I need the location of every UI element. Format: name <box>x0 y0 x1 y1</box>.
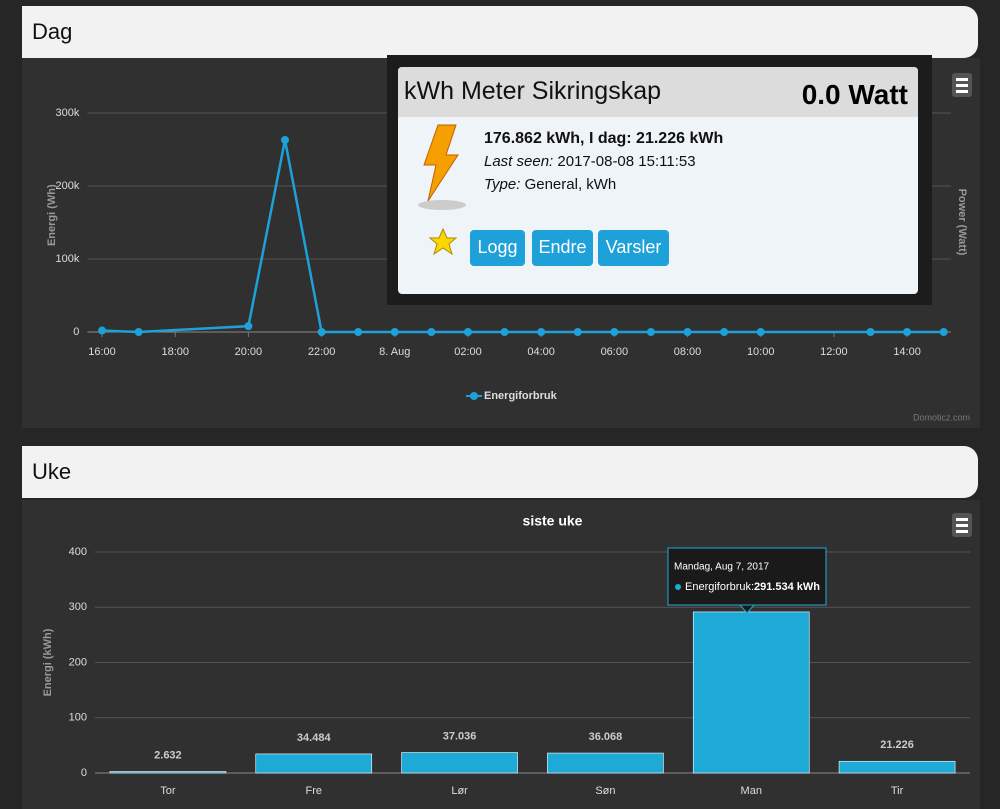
notify-button[interactable]: Varsler <box>598 230 669 266</box>
tooltip: Mandag, Aug 7, 2017 Energiforbruk: 291.5… <box>667 547 827 614</box>
y-tick-label: 400 <box>69 546 87 558</box>
y-tick-label: 200 <box>69 656 87 668</box>
point <box>683 328 692 336</box>
device-name: kWh Meter Sikringskap <box>404 77 662 105</box>
device-popup: kWh Meter Sikringskap 0.0 Watt 176.862 k… <box>398 67 918 294</box>
last-seen-label: Last seen: <box>484 153 554 170</box>
last-seen: Last seen: 2017-08-08 15:11:53 <box>484 150 723 173</box>
point <box>903 328 912 336</box>
bar <box>692 611 810 774</box>
x-tick-label: 04:00 <box>527 346 555 358</box>
x-tick-label: 14:00 <box>893 346 921 358</box>
x-tick-label: 22:00 <box>308 346 336 358</box>
log-button[interactable]: Logg <box>470 230 525 266</box>
section-header: Dag <box>22 6 978 58</box>
bar-value-label: 2.632 <box>154 749 182 761</box>
point <box>244 322 253 331</box>
x-tick-label: Fre <box>306 785 323 797</box>
point <box>354 328 363 336</box>
y-tick-label: 300 <box>69 601 87 613</box>
x-tick-label: 06:00 <box>601 346 629 358</box>
device-info: 176.862 kWh, I dag: 21.226 kWh Last seen… <box>484 127 723 196</box>
chart-title: siste uke <box>523 513 583 529</box>
x-tick-label: 08:00 <box>674 346 702 358</box>
point <box>134 328 143 336</box>
bar-value-label: 37.036 <box>443 730 477 742</box>
y-axis-label: Energi (kWh) <box>42 628 54 696</box>
y-tick-label: 200k <box>56 180 80 192</box>
point <box>390 328 399 336</box>
type-label: Type: <box>484 176 521 193</box>
point <box>500 328 509 336</box>
y-tick-label: 0 <box>81 767 87 779</box>
point <box>756 328 765 336</box>
point <box>720 328 729 336</box>
bar-chart: 0 100 200 300 400 Energi (kWh) siste uke 2.632 T… <box>42 513 970 797</box>
x-tick-label: 8. Aug <box>379 346 410 358</box>
edit-button[interactable]: Endre <box>532 230 593 266</box>
point <box>463 328 472 336</box>
y-tick-label: 100k <box>56 253 80 265</box>
tooltip-value: 291.534 kWh <box>754 581 820 593</box>
bar <box>109 771 227 774</box>
x-tick-label: 16:00 <box>88 346 116 358</box>
tooltip-date: Mandag, Aug 7, 2017 <box>674 562 770 573</box>
section-header: Uke <box>22 446 978 498</box>
device-summary: 176.862 kWh, I dag: 21.226 kWh <box>484 130 724 147</box>
bar-value-label: 21.226 <box>880 739 914 751</box>
x-tick-label: Tor <box>160 785 176 797</box>
x-tick-label: 18:00 <box>161 346 189 358</box>
x-tick-label: 10:00 <box>747 346 775 358</box>
y-tick-label: 0 <box>73 326 79 338</box>
bar <box>547 752 664 774</box>
x-tick-label: 20:00 <box>235 346 263 358</box>
x-tick-label: Tir <box>891 785 904 797</box>
type-value: General, kWh <box>524 176 617 193</box>
point <box>866 328 875 336</box>
credit: Domoticz.com <box>913 412 970 422</box>
x-tick-label: Man <box>741 785 762 797</box>
bar <box>401 752 518 774</box>
y2-axis-label: Power (Watt) <box>956 189 968 256</box>
device-power: 0.0 Watt <box>801 79 908 110</box>
legend-label: Energiforbruk <box>484 390 558 402</box>
bar-value-label: 36.068 <box>589 731 623 743</box>
device-type: Type: General, kWh <box>484 173 723 196</box>
menu-icon[interactable] <box>952 513 972 537</box>
x-tick-label: Søn <box>595 785 615 797</box>
x-tick-label: Lør <box>451 785 468 797</box>
point <box>573 328 582 336</box>
series-line <box>101 139 944 334</box>
last-seen-value: 2017-08-08 15:11:53 <box>557 153 696 170</box>
point <box>98 326 107 335</box>
point <box>281 136 290 145</box>
y-tick-label: 300k <box>56 107 80 119</box>
x-tick-label: 02:00 <box>454 346 482 358</box>
point <box>610 328 619 336</box>
x-tick-label: 12:00 <box>820 346 848 358</box>
lightning-icon <box>418 124 466 210</box>
point <box>646 328 655 336</box>
favorite-star[interactable] <box>428 227 458 257</box>
y-axis-label: Energi (Wh) <box>46 184 58 246</box>
bar-value-label: 34.484 <box>297 732 332 744</box>
point <box>939 328 948 336</box>
menu-icon[interactable] <box>952 73 972 97</box>
tooltip-series: Energiforbruk: <box>685 581 754 593</box>
point <box>317 328 326 336</box>
legend-symbol <box>470 392 478 400</box>
point <box>427 328 436 336</box>
popup-title-bar: kWh Meter Sikringskap 0.0 Watt <box>398 67 918 117</box>
y-tick-label: 100 <box>69 712 87 724</box>
bar <box>838 760 956 774</box>
bar <box>255 753 373 774</box>
point <box>537 328 546 336</box>
